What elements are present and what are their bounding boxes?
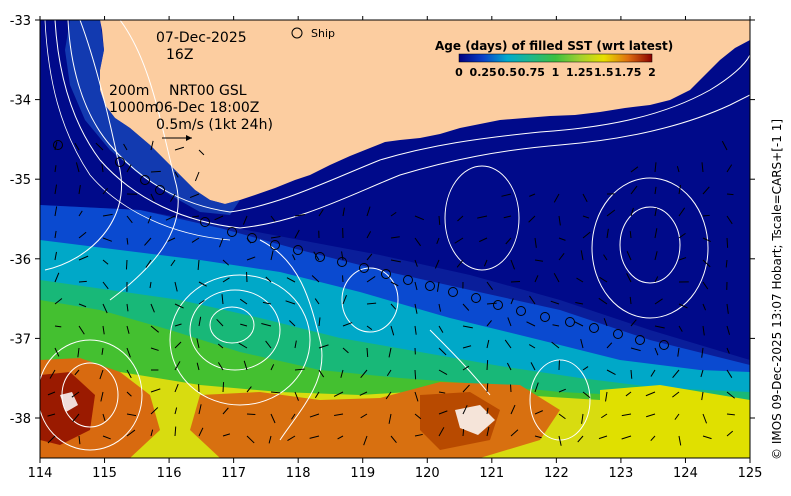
colorbar-tick-label: 1.25 <box>566 66 593 79</box>
colorbar-tick-label: 1.5 <box>594 66 614 79</box>
x-tick-label: 124 <box>673 466 698 481</box>
credit-text: © IMOS 09-Dec-2025 13:07 Hobart; Tscale=… <box>770 119 784 460</box>
x-tick-label: 122 <box>544 466 569 481</box>
product-time-label: 06-Dec 18:00Z <box>155 100 259 116</box>
colorbar-tick-label: 0.75 <box>518 66 545 79</box>
velocity-arrow <box>151 171 161 172</box>
velocity-arrow <box>415 370 416 379</box>
colorbar <box>459 54 652 62</box>
x-tick-label: 114 <box>28 466 53 481</box>
x-tick-label: 118 <box>286 466 311 481</box>
velocity-scale-label: 0.5m/s (1kt 24h) <box>156 117 273 133</box>
colorbar-tick-label: 1.75 <box>614 66 641 79</box>
colorbar-tick-label: 0.5 <box>498 66 518 79</box>
x-tick-label: 117 <box>221 466 246 481</box>
colorbar-tick-label: 2 <box>648 66 656 79</box>
colorbar-tick-label: 0.25 <box>470 66 497 79</box>
y-tick-label: -38 <box>10 412 31 427</box>
velocity-arrow <box>79 281 87 282</box>
x-tick-label: 121 <box>479 466 504 481</box>
velocity-arrow <box>727 194 733 195</box>
x-tick-label: 120 <box>415 466 440 481</box>
velocity-arrow <box>511 281 520 282</box>
x-tick-label: 115 <box>92 466 117 481</box>
y-tick-label: -34 <box>10 94 31 109</box>
velocity-arrow <box>703 215 710 216</box>
velocity-arrow <box>487 360 488 370</box>
y-tick-label: -36 <box>10 253 31 268</box>
y-tick-label: -33 <box>10 14 31 29</box>
velocity-arrow <box>727 238 728 248</box>
velocity-arrow <box>223 382 224 392</box>
velocity-arrow <box>126 260 127 269</box>
depth-200-label: 200m <box>109 83 149 99</box>
colorbar-tick-label: 0 <box>455 66 463 79</box>
colorbar-title: Age (days) of filled SST (wrt latest) <box>435 39 673 53</box>
velocity-arrow <box>367 348 368 357</box>
product-label: NRT00 GSL <box>169 83 247 99</box>
x-tick-label: 116 <box>157 466 182 481</box>
hour-label: 16Z <box>166 47 193 63</box>
date-label: 07-Dec-2025 <box>156 30 247 46</box>
x-tick-label: 123 <box>608 466 633 481</box>
colorbar-tick-label: 1 <box>552 66 560 79</box>
velocity-arrow <box>463 429 464 436</box>
x-tick-label: 125 <box>738 466 763 481</box>
ship-label: Ship <box>311 27 335 40</box>
x-tick-label: 119 <box>350 466 375 481</box>
y-tick-label: -35 <box>10 173 31 188</box>
y-tick-label: -37 <box>10 332 31 347</box>
depth-1000-label: 1000m <box>109 100 158 116</box>
